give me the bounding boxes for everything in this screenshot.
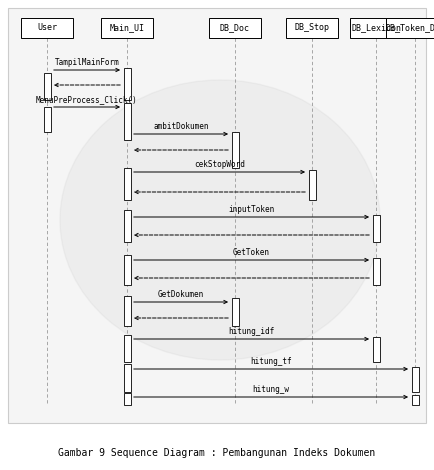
Bar: [124, 103, 131, 140]
Bar: [286, 18, 338, 38]
Text: ambitDokumen: ambitDokumen: [153, 122, 209, 131]
Text: TampilMainForm: TampilMainForm: [55, 58, 119, 67]
Bar: [209, 18, 261, 38]
Bar: [350, 18, 402, 38]
Bar: [411, 367, 418, 392]
Text: DB_Lexicon: DB_Lexicon: [351, 24, 401, 32]
Bar: [124, 68, 131, 100]
Bar: [124, 168, 131, 200]
Bar: [231, 132, 239, 168]
Text: hitung_w: hitung_w: [253, 385, 289, 394]
Text: User: User: [37, 24, 57, 32]
Bar: [372, 337, 379, 362]
Text: GetDokumen: GetDokumen: [158, 290, 204, 299]
Bar: [43, 73, 50, 100]
Text: DB_Stop: DB_Stop: [295, 24, 329, 32]
Bar: [372, 215, 379, 242]
Bar: [124, 210, 131, 242]
Bar: [372, 258, 379, 285]
Bar: [124, 364, 131, 392]
Text: cekStopWord: cekStopWord: [194, 160, 245, 169]
Text: inputToken: inputToken: [228, 205, 275, 214]
Text: Main_UI: Main_UI: [109, 24, 145, 32]
Text: GetToken: GetToken: [233, 248, 270, 257]
Text: hitung_idf: hitung_idf: [228, 327, 275, 336]
Bar: [124, 335, 131, 362]
Text: hitung_tf: hitung_tf: [250, 357, 292, 366]
Bar: [124, 255, 131, 285]
Text: Gambar 9 Sequence Diagram : Pembangunan Indeks Dokumen: Gambar 9 Sequence Diagram : Pembangunan …: [59, 448, 375, 458]
Bar: [309, 170, 316, 200]
Bar: [124, 393, 131, 405]
Bar: [411, 395, 418, 405]
Bar: [21, 18, 73, 38]
Bar: [43, 107, 50, 132]
Text: DB_Token_Doc: DB_Token_Doc: [385, 24, 434, 32]
Bar: [386, 18, 434, 38]
Bar: [124, 296, 131, 326]
Bar: [8, 8, 426, 423]
Ellipse shape: [60, 80, 380, 360]
Text: DB_Doc: DB_Doc: [220, 24, 250, 32]
Bar: [101, 18, 153, 38]
Bar: [231, 298, 239, 326]
Text: MenuPreProcess_Click(): MenuPreProcess_Click(): [36, 95, 138, 104]
